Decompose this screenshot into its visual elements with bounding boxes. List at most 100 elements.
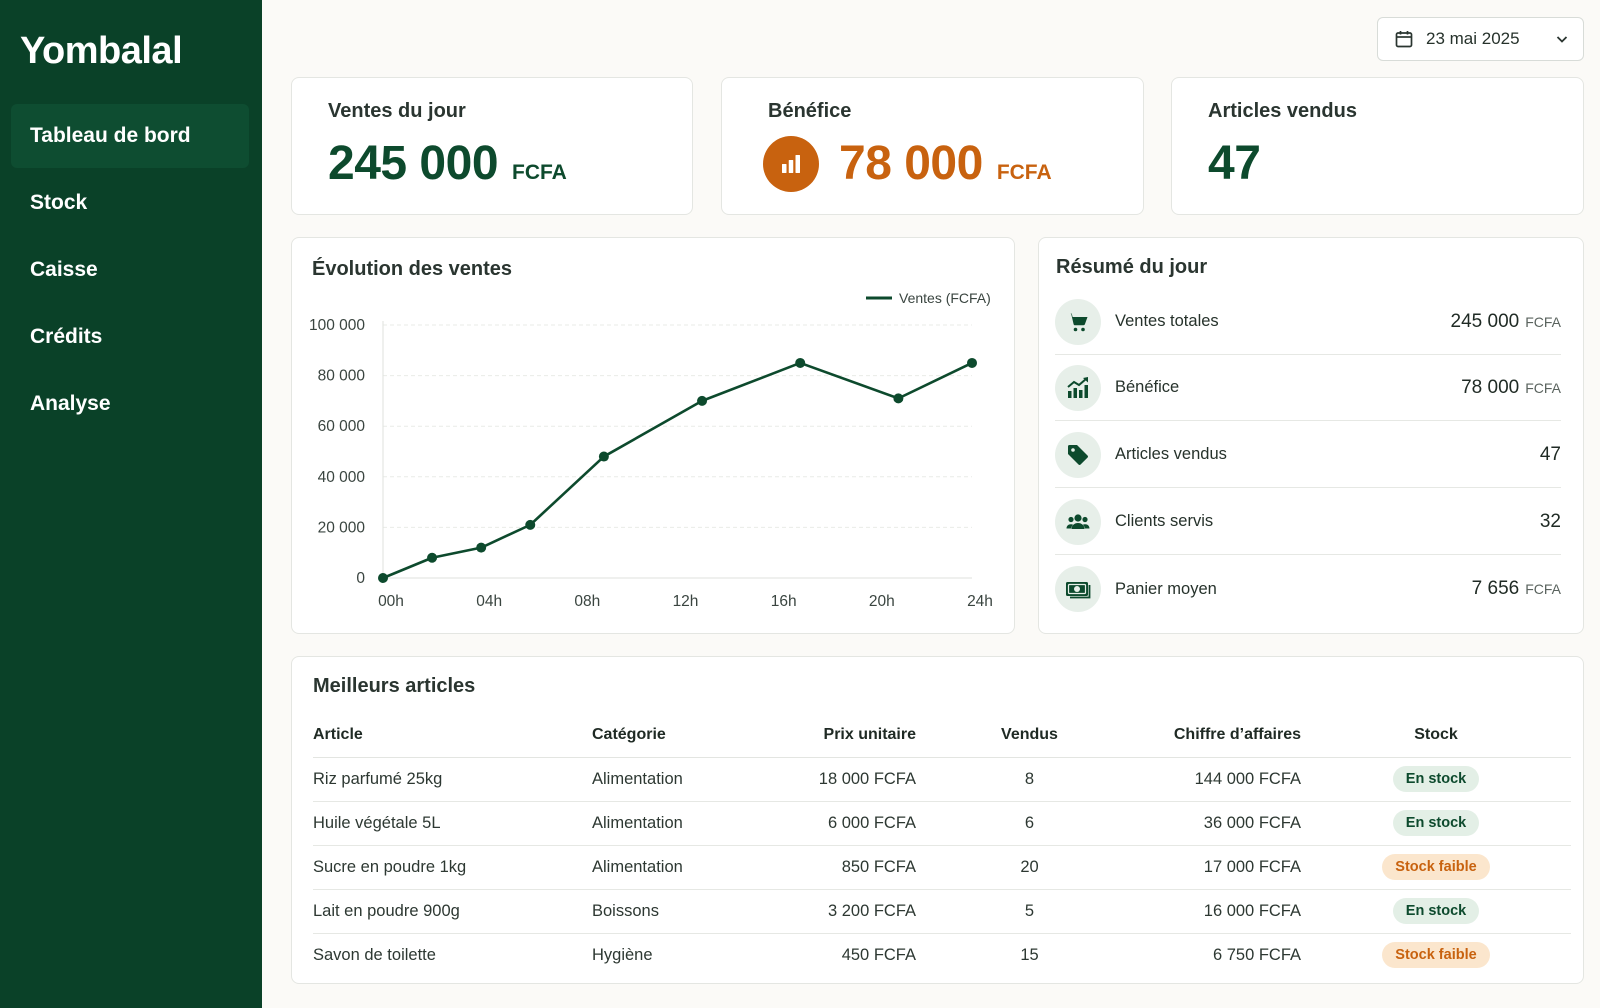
- table-row[interactable]: Savon de toilette Hygiène 450 FCFA 15 6 750 …: [313, 933, 1571, 977]
- summary-label: Ventes totales: [1115, 312, 1219, 330]
- kpi-card-profit: Bénéfice 78 000 FCFA: [721, 77, 1144, 215]
- column-header-category[interactable]: Catégorie: [592, 713, 762, 758]
- summary-value: 78 000: [1461, 376, 1520, 398]
- x-tick-label: 20h: [869, 593, 895, 610]
- x-tick-label: 04h: [476, 593, 502, 610]
- cell-unit-price: 6 000 FCFA: [762, 801, 916, 846]
- stock-status-badge: En stock: [1392, 898, 1480, 924]
- x-tick-label: 12h: [673, 593, 699, 610]
- data-point: [598, 451, 609, 462]
- cell-stock: Stock faible: [1301, 933, 1571, 977]
- kpi-value: 78 000: [839, 137, 983, 190]
- column-header-unit-price[interactable]: Prix unitaire: [762, 713, 916, 758]
- table-row[interactable]: Riz parfumé 25kg Alimentation 18 000 FCFA 8…: [313, 757, 1571, 802]
- y-tick-label: 40 000: [318, 469, 366, 486]
- y-tick-label: 80 000: [318, 368, 366, 385]
- summary-label: Panier moyen: [1115, 579, 1217, 598]
- cell-article: Riz parfumé 25kg: [313, 757, 592, 802]
- cell-sold: 6: [916, 801, 1095, 846]
- chart-title: Évolution des ventes: [312, 258, 513, 280]
- tag-icon: [1055, 431, 1101, 478]
- summary-value: 7 656: [1471, 578, 1520, 599]
- column-header-sold[interactable]: Vendus: [916, 713, 1095, 758]
- chevron-down-icon: [1556, 36, 1568, 43]
- data-point: [967, 357, 977, 368]
- cell-stock: En stock: [1301, 889, 1571, 934]
- y-tick-label: 100 000: [309, 317, 365, 334]
- cell-unit-price: 18 000 FCFA: [762, 757, 916, 802]
- data-point: [893, 393, 904, 404]
- kpi-value: 47: [1208, 137, 1261, 190]
- cell-category: Alimentation: [592, 757, 762, 802]
- cell-category: Hygiène: [592, 945, 653, 964]
- summary-label: Articles vendus: [1115, 445, 1227, 463]
- table-row[interactable]: Sucre en poudre 1kg Alimentation 850 FCFA 2…: [313, 845, 1571, 890]
- y-tick-label: 60 000: [318, 418, 366, 435]
- sidebar-item-stock[interactable]: Stock: [30, 191, 88, 214]
- cell-revenue: 144 000 FCFA: [1095, 757, 1301, 802]
- stock-status-badge: Stock faible: [1382, 942, 1490, 969]
- daily-summary-card: Résumé du jour Ventes totales 245 000 FC…: [1038, 237, 1584, 634]
- stock-status-badge: En stock: [1392, 810, 1480, 836]
- brand-logo: Yombalal: [20, 30, 183, 72]
- cell-category: Alimentation: [592, 801, 762, 846]
- sidebar-item-credits[interactable]: Crédits: [30, 325, 103, 348]
- sales-series-line: [382, 361, 973, 580]
- y-tick-label: 0: [356, 570, 365, 587]
- cell-stock: En stock: [1301, 757, 1571, 802]
- date-value: 23 mai 2025: [1426, 29, 1520, 48]
- summary-unit: FCFA: [1525, 379, 1561, 396]
- summary-row-average-basket: Panier moyen 7 656 FCFA: [1055, 556, 1561, 622]
- cell-revenue: 17 000 FCFA: [1095, 845, 1301, 890]
- calendar-icon: [1395, 31, 1413, 48]
- stock-status-badge: En stock: [1392, 766, 1480, 792]
- cell-category: Alimentation: [592, 845, 762, 890]
- table-row[interactable]: Lait en poudre 900g Boissons 3 200 FCFA 5 16…: [313, 889, 1571, 934]
- summary-row-profit: Bénéfice 78 000 FCFA: [1055, 355, 1561, 421]
- data-point: [525, 519, 536, 530]
- column-header-revenue[interactable]: Chiffre d’affaires: [1095, 713, 1301, 758]
- users-icon: [1055, 498, 1101, 545]
- bar-chart-icon: [763, 136, 819, 192]
- summary-value: 47: [1539, 443, 1561, 465]
- cell-article: Huile végétale 5L: [313, 801, 592, 846]
- cart-icon: [1055, 298, 1101, 345]
- legend-label: Ventes (FCFA): [899, 290, 991, 306]
- kpi-value: 245 000: [328, 137, 499, 190]
- cell-unit-price: 450 FCFA: [841, 945, 916, 964]
- x-tick-label: 00h: [378, 593, 404, 610]
- sidebar-item-analysis[interactable]: Analyse: [30, 392, 111, 415]
- kpi-title: Articles vendus: [1208, 100, 1357, 122]
- stock-status-badge: Stock faible: [1382, 854, 1490, 880]
- sales-chart-card: Évolution des ventes Ventes (FCFA) 0 20 0…: [291, 237, 1015, 634]
- kpi-title: Ventes du jour: [328, 100, 466, 122]
- cell-article: Sucre en poudre 1kg: [313, 845, 592, 890]
- kpi-unit: FCFA: [996, 161, 1052, 184]
- kpi-card-items-sold: Articles vendus 47: [1171, 77, 1584, 215]
- column-header-article[interactable]: Article: [313, 713, 592, 758]
- sidebar-item-cash-register[interactable]: Caisse: [30, 258, 98, 281]
- sidebar-nav: Tableau de bord Stock Caisse Crédits Ana…: [11, 104, 249, 439]
- best-items-table: Article Catégorie Prix unitaire Vendus C…: [313, 713, 1571, 977]
- data-point: [378, 573, 388, 583]
- kpi-card-daily-sales: Ventes du jour 245 000 FCFA: [291, 77, 693, 215]
- date-picker[interactable]: 23 mai 2025: [1377, 17, 1584, 61]
- sidebar-item-dashboard[interactable]: Tableau de bord: [11, 104, 249, 168]
- summary-title: Résumé du jour: [1056, 256, 1208, 278]
- cell-category: Boissons: [592, 889, 762, 934]
- cell-article: Savon de toilette: [313, 945, 436, 964]
- summary-label: Bénéfice: [1115, 378, 1180, 396]
- summary-value: 245 000: [1450, 310, 1520, 332]
- best-items-card: Meilleurs articles Article Catégorie Pri…: [291, 656, 1584, 984]
- cell-revenue: 36 000 FCFA: [1095, 801, 1301, 846]
- sidebar: Yombalal Tableau de bord Stock Caisse Cr…: [0, 0, 262, 1008]
- kpi-title: Bénéfice: [768, 100, 852, 122]
- column-header-stock[interactable]: Stock: [1301, 713, 1571, 758]
- table-row[interactable]: Huile végétale 5L Alimentation 6 000 FCFA 6…: [313, 801, 1571, 846]
- x-tick-label: 16h: [771, 593, 797, 610]
- kpi-unit: FCFA: [512, 161, 567, 184]
- summary-label: Clients servis: [1115, 512, 1214, 530]
- summary-unit: FCFA: [1525, 581, 1561, 597]
- cell-stock: En stock: [1301, 801, 1571, 846]
- data-point: [697, 395, 708, 406]
